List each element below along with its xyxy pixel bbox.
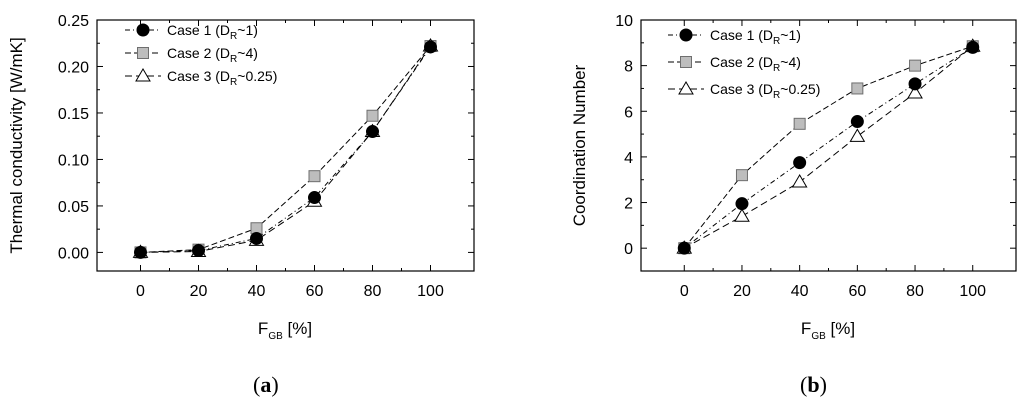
- x-tick-label: 20: [733, 283, 751, 300]
- y-tick-label: 4: [624, 150, 633, 167]
- legend-label: Case 2 (DR~4): [167, 45, 258, 65]
- series-line-1: [140, 46, 431, 253]
- legend-marker: [678, 81, 694, 95]
- x-tick-label: 0: [136, 283, 145, 300]
- y-axis-label: Thermal conductivity [W/mK]: [7, 37, 26, 253]
- data-point-case1: [250, 231, 263, 245]
- y-tick-label: 0.25: [58, 13, 89, 30]
- data-point-case2: [909, 59, 922, 72]
- series-line-2: [140, 45, 431, 253]
- x-tick-label: 80: [906, 283, 924, 300]
- data-point-case1: [424, 40, 437, 54]
- data-point-case2: [308, 170, 321, 183]
- data-point-case1: [677, 241, 691, 255]
- series-line-1: [683, 46, 973, 249]
- data-point-case3: [907, 85, 923, 99]
- panel-caption: (a): [253, 372, 279, 397]
- y-axis-label: Coordination Number: [570, 64, 589, 226]
- x-tick-label: 100: [959, 283, 986, 300]
- x-tick-label: 100: [417, 283, 444, 300]
- x-axis-label: FGB [%]: [801, 319, 855, 342]
- y-tick-label: 0.10: [58, 152, 89, 169]
- y-tick-label: 0.20: [58, 59, 89, 76]
- chart-panel-b: 0 20 40 60 80 100 0 2 4 6 8 10 Coordination Number FG…: [570, 13, 1017, 397]
- legend-marker: [680, 56, 692, 68]
- data-point-case2: [851, 82, 864, 95]
- data-point-case3: [734, 208, 750, 222]
- legend-item-case2: Case 2 (DR~4): [125, 45, 258, 65]
- y-tick-label: 10: [615, 13, 633, 30]
- series-line-3: [684, 45, 974, 249]
- y-tick-label: 0.15: [58, 106, 89, 123]
- y-tick-label: 0.05: [58, 199, 89, 216]
- legend-label: Case 1 (DR~1): [167, 22, 258, 42]
- legend-item-case1: Case 1 (DR~1): [668, 27, 801, 47]
- legend-label: Case 1 (DR~1): [710, 27, 801, 47]
- legend-item-case3: Case 3 (DR~0.25): [668, 81, 820, 101]
- data-point-case3: [849, 128, 866, 142]
- y-tick-label: 0.00: [58, 245, 89, 262]
- y-tick-label: 0: [624, 241, 633, 258]
- legend-item-case2: Case 2 (DR~4): [668, 54, 801, 74]
- chart-panel-a: 0 20 40 60 80 100 0.00 0.05 0.10 0.15 0.20 0.25 Ther…: [7, 13, 475, 397]
- plot-frame: [640, 19, 1017, 272]
- series-line-2: [683, 45, 973, 249]
- data-point-case1: [192, 244, 205, 258]
- x-tick-label: 60: [848, 283, 866, 300]
- data-point-case1: [366, 125, 379, 139]
- legend-label: Case 3 (DR~0.25): [710, 81, 820, 101]
- y-tick-label: 6: [624, 104, 633, 121]
- data-point-case1: [850, 115, 864, 129]
- legend-label: Case 2 (DR~4): [710, 54, 801, 74]
- y-tick-label: 8: [624, 59, 633, 76]
- plot-frame: [96, 19, 475, 272]
- legend-label: Case 3 (DR~0.25): [167, 68, 277, 88]
- data-point-case1: [308, 191, 321, 205]
- series-line-3: [140, 45, 431, 253]
- data-point-case2: [735, 169, 748, 182]
- x-tick-label: 20: [190, 283, 208, 300]
- x-tick-label: 40: [791, 283, 809, 300]
- panel-caption: (b): [800, 372, 827, 397]
- data-point-case1: [134, 245, 147, 259]
- data-point-case1: [735, 197, 749, 211]
- data-point-case2: [793, 117, 806, 130]
- x-tick-label: 60: [306, 283, 324, 300]
- legend-item-case3: Case 3 (DR~0.25): [125, 68, 277, 88]
- x-axis-label: FGB [%]: [258, 319, 312, 342]
- data-point-case3: [791, 174, 808, 188]
- data-point-case2: [366, 109, 379, 122]
- x-tick-label: 0: [680, 283, 689, 300]
- legend-marker: [135, 68, 151, 82]
- legend-item-case1: Case 1 (DR~1): [125, 22, 258, 42]
- legend-marker: [679, 28, 693, 42]
- legend-marker: [137, 47, 149, 59]
- y-tick-label: 2: [624, 196, 633, 213]
- x-tick-label: 40: [248, 283, 266, 300]
- x-tick-label: 80: [364, 283, 382, 300]
- data-point-case1: [793, 156, 807, 170]
- data-point-case1: [908, 77, 922, 91]
- data-point-case1: [966, 40, 980, 54]
- legend-marker: [136, 23, 150, 37]
